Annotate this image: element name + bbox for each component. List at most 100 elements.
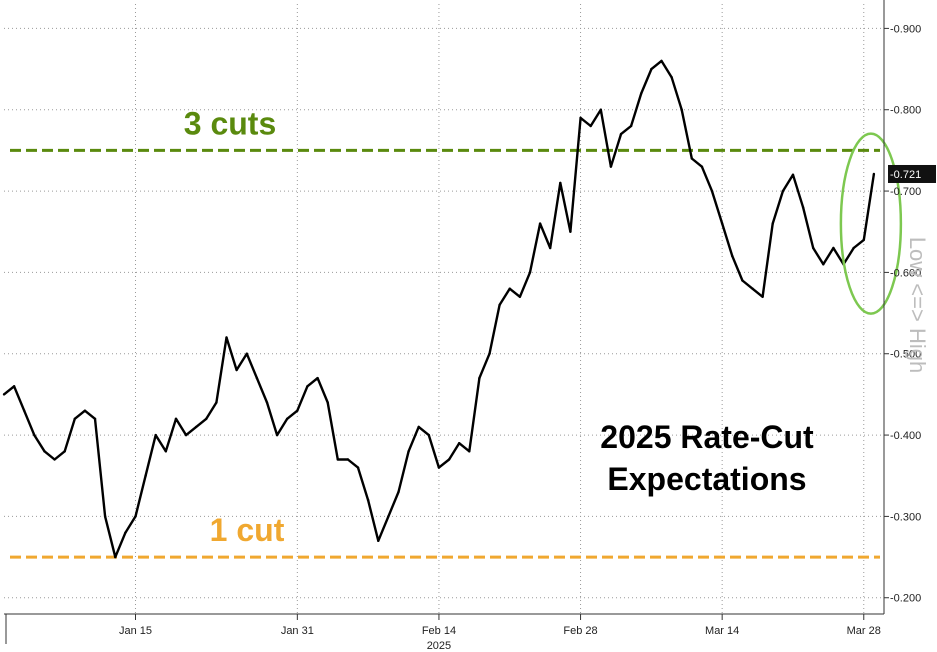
data-point bbox=[801, 206, 805, 209]
axes: -0.900 -0.800 -0.700 -0.600 -0.500 -0.400 -0.3… bbox=[4, 0, 936, 652]
gridlines bbox=[4, 4, 884, 614]
data-point bbox=[23, 409, 26, 412]
data-point bbox=[478, 376, 481, 380]
data-point bbox=[53, 458, 56, 461]
data-point bbox=[822, 263, 825, 266]
series-layer bbox=[2, 59, 876, 559]
data-point bbox=[43, 450, 46, 453]
y-tick-label: -0.600 bbox=[890, 267, 921, 279]
data-point bbox=[629, 124, 633, 128]
x-tick-label: Mar 14 bbox=[705, 625, 739, 637]
data-point bbox=[245, 352, 248, 355]
data-point bbox=[93, 417, 97, 420]
data-point bbox=[417, 425, 420, 429]
x-tick-label: Feb 14 bbox=[422, 625, 456, 637]
data-point bbox=[63, 450, 66, 453]
data-point bbox=[751, 287, 754, 290]
data-point bbox=[346, 458, 350, 461]
data-point bbox=[144, 474, 147, 477]
data-point bbox=[33, 433, 36, 437]
data-point bbox=[488, 352, 491, 355]
data-point bbox=[609, 165, 613, 168]
x-year-label: 2025 bbox=[427, 640, 451, 652]
data-point bbox=[599, 108, 602, 111]
data-point bbox=[124, 531, 127, 534]
data-point bbox=[872, 172, 876, 176]
data-point bbox=[468, 450, 471, 453]
overlay-layer: 2025 Rate-Cut Expectations bbox=[600, 132, 903, 497]
data-point bbox=[215, 401, 218, 404]
data-point bbox=[579, 116, 582, 120]
data-point bbox=[407, 450, 410, 453]
data-point bbox=[194, 425, 198, 429]
data-point bbox=[2, 393, 6, 396]
reference-lines: 3 cuts 1 cut bbox=[10, 105, 880, 559]
data-point bbox=[569, 230, 572, 233]
data-point bbox=[255, 376, 259, 380]
data-point bbox=[518, 295, 522, 298]
data-point bbox=[326, 401, 329, 404]
data-point bbox=[791, 173, 795, 176]
data-point bbox=[427, 433, 431, 437]
data-point bbox=[508, 287, 511, 290]
y-tick-label: -0.200 bbox=[890, 593, 921, 605]
data-point bbox=[862, 238, 865, 242]
data-point bbox=[660, 59, 663, 63]
data-point bbox=[164, 450, 168, 453]
data-point bbox=[690, 157, 694, 160]
chart-title-line: Expectations bbox=[607, 461, 806, 497]
data-point bbox=[700, 165, 704, 168]
data-point bbox=[387, 515, 390, 518]
data-point bbox=[549, 246, 552, 250]
data-point bbox=[457, 442, 461, 445]
data-point bbox=[437, 466, 441, 469]
data-point bbox=[205, 417, 208, 420]
data-point bbox=[275, 433, 279, 437]
y-axis-title: Low <=> High bbox=[905, 237, 930, 373]
data-point bbox=[286, 417, 289, 420]
y-tick-label: -0.400 bbox=[890, 430, 921, 442]
data-point bbox=[316, 376, 319, 380]
data-point bbox=[356, 466, 360, 469]
y-tick-label: -0.800 bbox=[890, 105, 921, 117]
data-point bbox=[235, 368, 238, 372]
data-point bbox=[781, 189, 785, 193]
highlight-ellipse bbox=[839, 132, 903, 315]
data-point bbox=[114, 555, 117, 559]
data-point bbox=[771, 222, 774, 225]
reference-line-label: 1 cut bbox=[210, 512, 285, 548]
last-value-label: -0.721 bbox=[890, 169, 921, 181]
data-point bbox=[852, 246, 855, 250]
data-point bbox=[225, 336, 228, 339]
data-point bbox=[174, 417, 178, 420]
y-tick-label: -0.300 bbox=[890, 511, 921, 523]
data-point bbox=[265, 401, 269, 404]
data-point bbox=[296, 409, 299, 412]
last-value-badge bbox=[888, 164, 936, 183]
data-point bbox=[447, 458, 451, 461]
y-tick-label: -0.900 bbox=[890, 23, 921, 35]
data-point bbox=[761, 295, 764, 298]
data-point bbox=[650, 67, 653, 71]
data-point bbox=[589, 124, 592, 128]
data-point bbox=[559, 181, 562, 185]
data-point bbox=[670, 76, 673, 79]
x-tick-label: Mar 28 bbox=[847, 625, 881, 637]
y-tick-label: -0.500 bbox=[890, 349, 921, 361]
data-point bbox=[366, 498, 370, 502]
data-point bbox=[619, 132, 623, 136]
data-point bbox=[640, 92, 643, 95]
data-point bbox=[720, 222, 724, 225]
data-point bbox=[377, 539, 380, 542]
y-tick-label: -0.700 bbox=[890, 186, 921, 198]
data-point bbox=[184, 433, 188, 437]
data-point bbox=[811, 246, 815, 250]
data-point bbox=[538, 222, 542, 225]
data-point bbox=[73, 417, 77, 420]
data-point bbox=[832, 246, 835, 250]
data-point bbox=[134, 515, 137, 518]
data-point bbox=[12, 385, 16, 388]
data-point bbox=[397, 490, 400, 494]
data-point bbox=[710, 189, 714, 193]
